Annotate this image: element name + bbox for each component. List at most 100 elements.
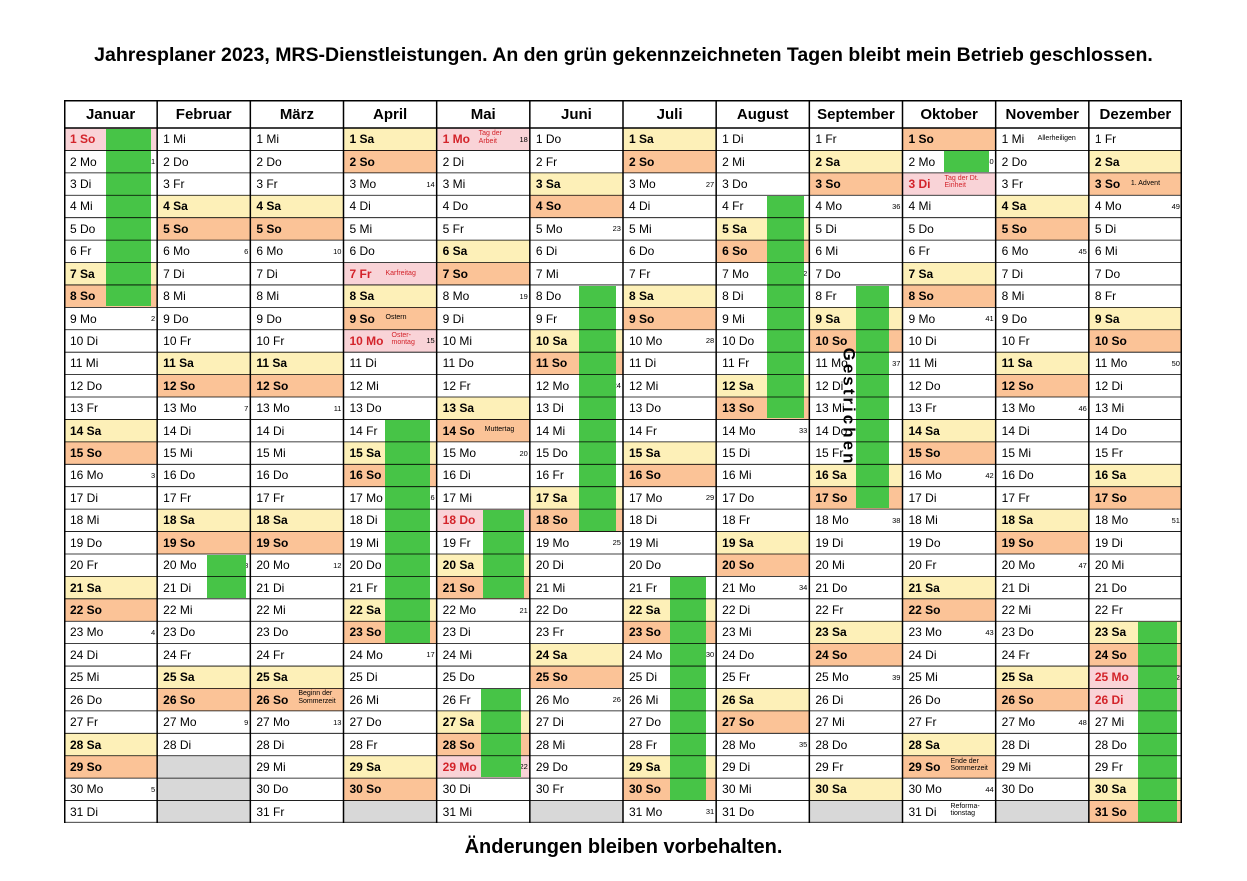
day-label: 2 Sa xyxy=(815,154,841,169)
day-cell: 4 Sa xyxy=(995,195,1089,218)
week-number: 1 xyxy=(150,157,156,167)
day-cell: 18 Fr xyxy=(716,509,809,531)
day-cell: 13 Mi xyxy=(1089,397,1182,419)
day-cell: 1 Sa xyxy=(343,128,437,151)
day-cell: 5 Do xyxy=(903,218,996,240)
day-cell: 28 Di xyxy=(250,733,343,755)
day-label: 12 So xyxy=(1001,378,1034,393)
day-label: 23 Mo xyxy=(70,625,104,640)
day-label: 27 Fr xyxy=(908,715,937,730)
empty-cell xyxy=(157,800,251,823)
day-label: 10 Di xyxy=(70,333,99,348)
day-label: 11 Di xyxy=(349,356,377,371)
day-cell: 17 Di xyxy=(64,487,157,509)
day-label: 1 Sa xyxy=(349,132,375,147)
day-label: 19 So xyxy=(1001,535,1034,550)
day-cell: 17 Fr xyxy=(157,487,250,509)
empty-cell xyxy=(157,755,251,779)
day-label: 9 Fr xyxy=(535,311,558,326)
day-label: 20 Do xyxy=(349,558,382,573)
day-label: 13 Mo xyxy=(1001,401,1036,416)
day-cell: 25 Sa xyxy=(995,666,1089,689)
day-cell: 3 Di Tag der Dt. Einheit xyxy=(902,172,996,196)
day-cell: 10 Fr xyxy=(996,330,1089,352)
day-label: 3 Di xyxy=(70,177,92,192)
day-label: 25 Mi xyxy=(70,670,100,685)
day-label: 27 Di xyxy=(535,715,564,730)
day-cell: 11 Mo 37 xyxy=(809,352,902,374)
day-cell: 26 Mo 26 xyxy=(530,688,623,710)
day-cell: 6 Di xyxy=(530,240,623,262)
day-label: 30 Mo xyxy=(70,782,104,797)
day-label: 31 So xyxy=(1094,804,1127,819)
day-label: 21 So xyxy=(442,580,475,595)
day-label: 12 Mi xyxy=(349,378,379,393)
day-cell: 24 Fr xyxy=(157,644,250,666)
day-label: 22 Mi xyxy=(1001,603,1031,617)
day-label: 11 Sa xyxy=(256,356,288,371)
day-cell: 27 Mo 48 xyxy=(996,711,1089,733)
day-cell: 2 So xyxy=(623,150,717,173)
closed-period-bar xyxy=(206,577,246,598)
day-label: 11 Di xyxy=(629,356,657,371)
day-label: 20 Sa xyxy=(442,558,475,573)
day-label: 22 Mo xyxy=(442,603,477,617)
day-label: 12 Sa xyxy=(722,378,754,393)
day-cell: 17 Mo 29 xyxy=(623,487,716,509)
day-cell: 31 Mo 31 xyxy=(623,801,716,823)
week-number: 42 xyxy=(985,470,994,480)
day-cell: 7 Do xyxy=(1089,263,1182,285)
day-cell: 3 Fr xyxy=(157,173,250,195)
day-cell: 27 Mi xyxy=(1089,711,1182,733)
day-cell: 20 Di xyxy=(530,554,623,576)
day-label: 3 Di xyxy=(908,177,931,192)
day-label: 25 Sa xyxy=(163,670,195,685)
day-cell: 14 Fr xyxy=(344,419,437,441)
day-cell: 19 Do xyxy=(903,532,996,554)
day-label: 11 Do xyxy=(442,356,474,371)
day-label: 28 Do xyxy=(1094,737,1127,752)
month-header-3: März xyxy=(279,105,314,123)
week-number: 31 xyxy=(705,807,715,817)
day-cell: 22 So xyxy=(64,598,158,622)
day-cell: 22 Fr xyxy=(809,599,902,621)
day-label: 2 Mo xyxy=(70,154,97,169)
day-cell: 19 Mi xyxy=(344,532,437,554)
empty-cell xyxy=(343,800,437,823)
day-cell: 25 Sa xyxy=(250,666,344,689)
day-cell: 2 Do xyxy=(157,150,250,172)
day-label: 15 Mi xyxy=(256,446,286,461)
day-cell: 29 Do xyxy=(530,756,623,778)
day-cell: 16 Do xyxy=(250,464,343,486)
day-cell: 2 Sa xyxy=(1088,150,1182,173)
day-label: 8 Mi xyxy=(163,289,186,304)
week-number: 6 xyxy=(244,246,249,256)
day-cell: 1 Fr xyxy=(1089,128,1182,150)
day-cell: 9 So Ostern xyxy=(343,307,437,330)
day-label: 27 Mi xyxy=(1094,715,1125,730)
day-label: 1 Fr xyxy=(1094,132,1117,147)
day-label: 30 Do xyxy=(1001,782,1034,797)
day-cell: 8 Di xyxy=(716,285,809,307)
day-label: 10 Sa xyxy=(535,333,568,348)
day-cell: 4 Di xyxy=(344,195,437,217)
day-label: 28 Do xyxy=(815,737,848,752)
day-cell: 27 Do xyxy=(344,711,437,733)
day-label: 9 So xyxy=(349,311,375,326)
day-label: 13 Mo xyxy=(163,401,197,416)
day-cell: 17 Fr xyxy=(996,487,1089,509)
day-cell: 28 Do xyxy=(1089,733,1182,755)
week-number: 44 xyxy=(985,784,994,794)
day-label: 18 Di xyxy=(629,513,658,528)
day-label: 26 Di xyxy=(1094,692,1124,707)
day-label: 10 So xyxy=(815,333,848,348)
day-cell: 20 Mo 47 xyxy=(996,554,1089,576)
day-label: 28 Sa xyxy=(908,737,940,752)
day-label: 4 Mi xyxy=(908,199,932,214)
day-label: 4 Sa xyxy=(163,199,188,214)
day-label: 19 Mi xyxy=(629,535,659,550)
day-label: 6 Mi xyxy=(815,244,838,259)
day-cell: 28 Fr xyxy=(344,733,437,755)
day-cell: 29 So xyxy=(64,755,158,779)
day-label: 30 Di xyxy=(442,782,471,797)
